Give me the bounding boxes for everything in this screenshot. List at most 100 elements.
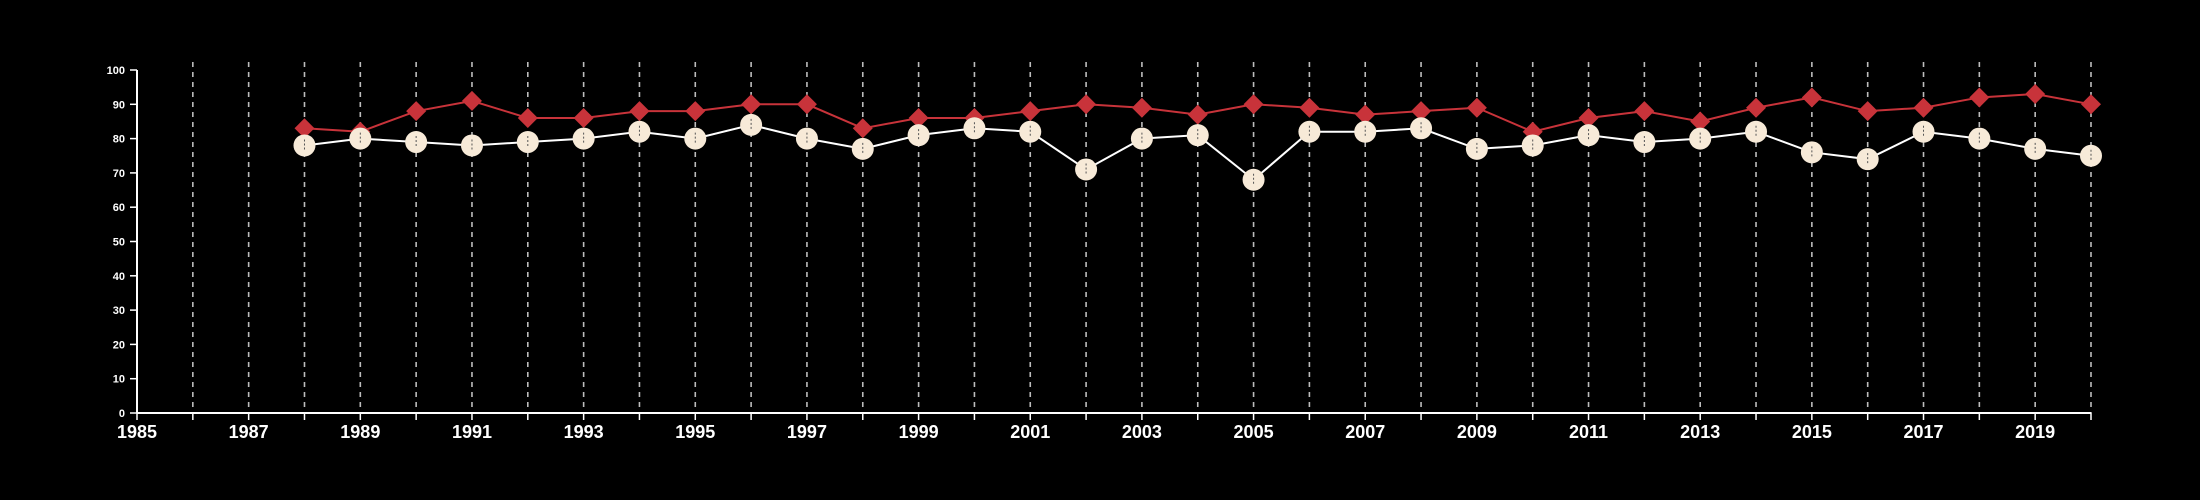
- x-tick-label: 1995: [675, 422, 715, 442]
- x-tick-label: 2003: [1122, 422, 1162, 442]
- series-1-point: [517, 108, 538, 129]
- series-2-point: [1298, 120, 1321, 143]
- series-1-point: [294, 118, 315, 139]
- series-2-point: [1410, 117, 1433, 140]
- series-2-point: [2080, 144, 2102, 167]
- series-1-point: [1299, 97, 1320, 118]
- x-tick-label: 2007: [1345, 422, 1385, 442]
- series-1-point: [1466, 97, 1487, 118]
- x-tick-label: 2017: [1903, 422, 1943, 442]
- series-2-point: [1186, 124, 1209, 147]
- series-2-point: [516, 131, 539, 154]
- x-tick-label: 2013: [1680, 422, 1720, 442]
- series-1-point: [908, 108, 929, 129]
- series-2-point: [1968, 127, 1991, 150]
- series-2-point: [349, 127, 372, 150]
- y-tick-label: 50: [113, 237, 125, 249]
- y-tick-label: 30: [113, 305, 125, 317]
- series-1-point: [1634, 101, 1655, 122]
- series-1-point: [685, 101, 706, 122]
- series-1-point: [1578, 108, 1599, 129]
- point-marker: [628, 120, 651, 143]
- point-marker: [1354, 120, 1377, 143]
- series-1-point: [1913, 97, 1934, 118]
- series-2-point: [1856, 148, 1879, 171]
- x-tick-label: 2015: [1792, 422, 1832, 442]
- series-2-point: [1465, 137, 1488, 160]
- series-2-point: [1130, 127, 1153, 150]
- series-1-point: [1020, 101, 1041, 122]
- series-2-point: [1242, 168, 1265, 191]
- y-tick-label: 70: [113, 168, 125, 180]
- point-marker: [740, 113, 763, 136]
- series-1-point: [1746, 97, 1767, 118]
- y-tick-label: 80: [113, 134, 125, 146]
- series-1-point: [406, 101, 427, 122]
- y-tick-label: 10: [113, 374, 125, 386]
- x-tick-label: 1999: [899, 422, 939, 442]
- series-2-point: [572, 127, 595, 150]
- series-2-point: [1577, 124, 1600, 147]
- series-layer: [293, 84, 2102, 191]
- point-marker: [1745, 120, 1768, 143]
- point-marker: [1912, 120, 1935, 143]
- y-tick-label: 40: [113, 271, 125, 283]
- series-1-point: [1857, 101, 1878, 122]
- x-tick-label: 2005: [1234, 422, 1274, 442]
- series-2-point: [1800, 141, 1823, 164]
- series-1-point: [1969, 87, 1990, 108]
- series-1-point: [1690, 111, 1711, 132]
- series-2-point: [628, 120, 651, 143]
- x-tick-label: 1985: [117, 422, 157, 442]
- series-1-point: [852, 118, 873, 139]
- axis-layer: 0 10 20 30 40 50 60 70 80 90 100 1985 1987 1989 1991 19…: [107, 65, 2092, 442]
- y-tick-label: 60: [113, 202, 125, 214]
- x-tick-label: 1989: [340, 422, 380, 442]
- series-2-point: [2024, 137, 2047, 160]
- series-1-point: [461, 90, 482, 111]
- series-2-point: [293, 134, 316, 157]
- series-2-point: [1633, 131, 1656, 154]
- series-2-point: [1075, 158, 1098, 181]
- series-2-point: [1019, 120, 1042, 143]
- series-1-point: [1355, 104, 1376, 125]
- series-2-point: [795, 127, 818, 150]
- series-2-point: [1521, 134, 1544, 157]
- x-tick-label: 2009: [1457, 422, 1497, 442]
- series-1-point: [2025, 84, 2046, 105]
- x-tick-label: 2001: [1010, 422, 1050, 442]
- series-2-point: [1912, 120, 1935, 143]
- series-2-point: [1354, 120, 1377, 143]
- series-1-point: [573, 108, 594, 129]
- y-tick-label: 90: [113, 99, 125, 111]
- series-1-point: [1131, 97, 1152, 118]
- point-marker: [1298, 120, 1321, 143]
- series-2-point: [1745, 120, 1768, 143]
- x-tick-label: 1991: [452, 422, 492, 442]
- series-2-point: [907, 124, 930, 147]
- y-tick-label: 0: [119, 408, 125, 420]
- series-2-point: [851, 137, 874, 160]
- series-1-point: [796, 94, 817, 115]
- series-1-point: [629, 101, 650, 122]
- series-2-point: [740, 113, 763, 136]
- series-1-point: [1187, 104, 1208, 125]
- grid-layer: [192, 62, 2092, 413]
- x-tick-label: 2019: [2015, 422, 2055, 442]
- y-tick-label: 100: [107, 65, 125, 77]
- series-2-point: [460, 134, 483, 157]
- series-2-point: [963, 117, 986, 140]
- x-tick-label: 2011: [1569, 422, 1608, 442]
- series-1-point: [1801, 87, 1822, 108]
- series-1-point: [1411, 101, 1432, 122]
- series-2-point: [405, 131, 428, 154]
- series-1-point: [1076, 94, 1097, 115]
- series-2-point: [1689, 127, 1712, 150]
- y-tick-label: 20: [113, 339, 125, 351]
- x-tick-label: 1993: [564, 422, 604, 442]
- series-1-point: [2081, 94, 2101, 115]
- series-1-point: [741, 94, 762, 115]
- point-marker: [1019, 120, 1042, 143]
- series-2-point: [684, 127, 707, 150]
